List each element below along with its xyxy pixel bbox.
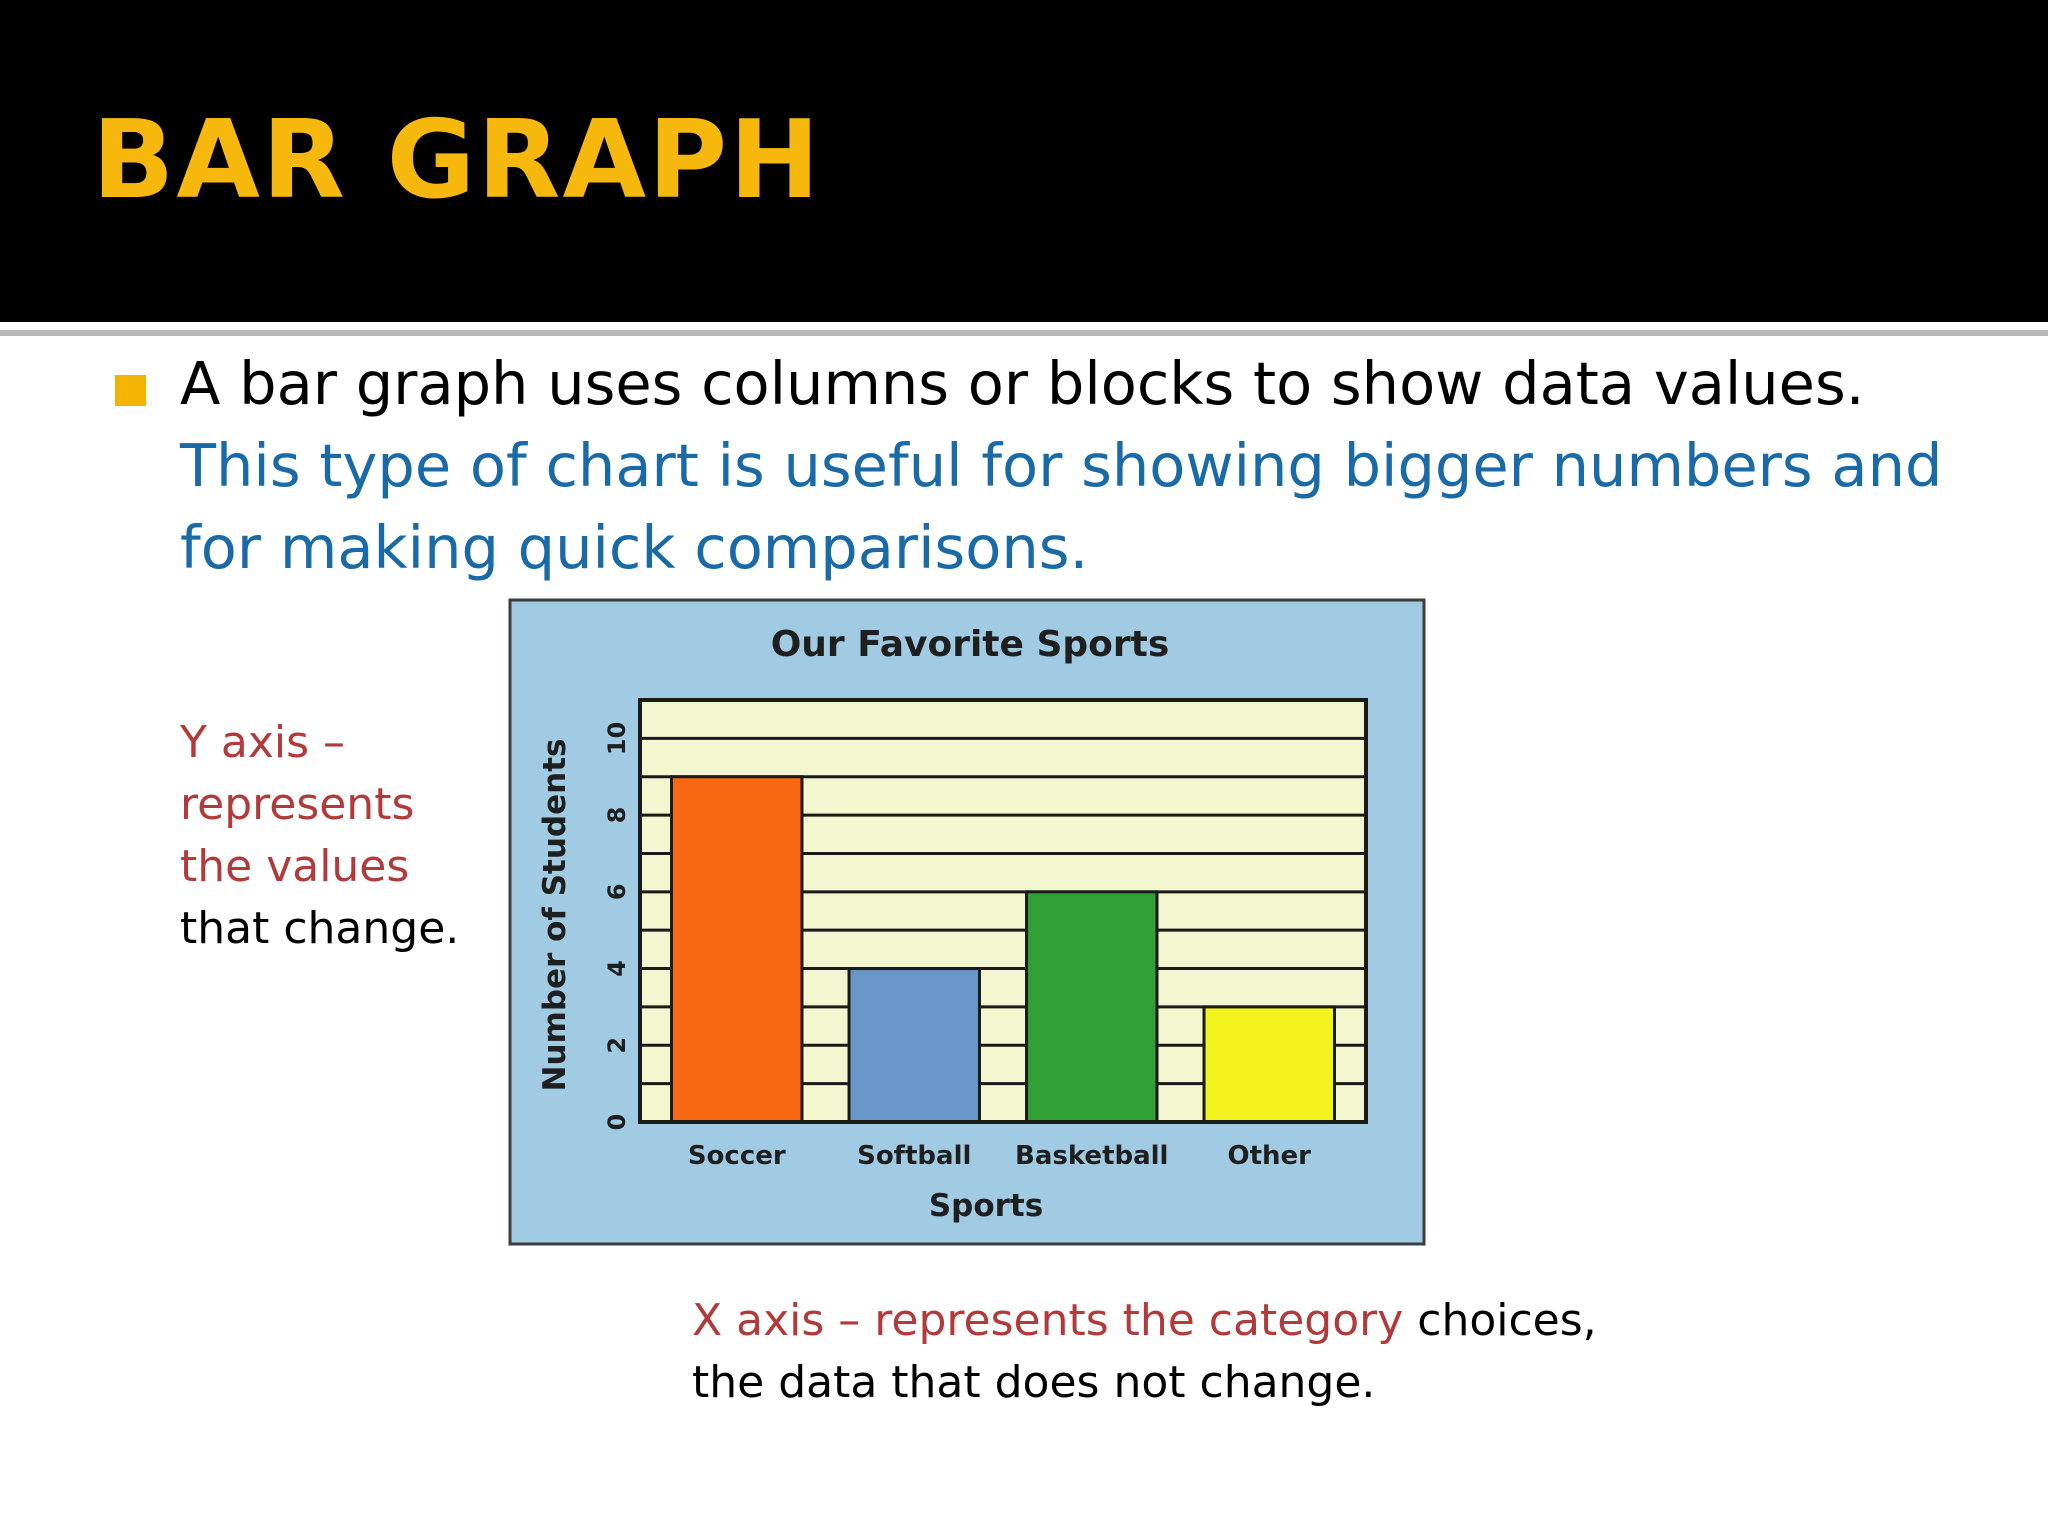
bar-softball [847,967,981,1124]
y-note-line-3: the values [180,841,410,892]
x-tick-label: Other [1228,1141,1312,1171]
plot-border [638,698,1368,1124]
x-category-labels: Soccer Softball Basketball Other [688,1141,1311,1171]
title-divider [0,322,2048,328]
y-tick-labels: 0 2 4 6 8 10 [603,722,631,1131]
y-tick-label: 8 [603,807,631,824]
x-axis-title: Sports [929,1188,1043,1224]
x-note-red: X axis – represents the category [692,1295,1404,1346]
y-axis-title: Number of Students [537,739,573,1092]
y-tick-label: 2 [603,1037,631,1054]
y-tick-label: 0 [603,1114,631,1131]
y-tick-label: 6 [603,883,631,900]
bullet-text-black: A bar graph uses columns or blocks to sh… [180,349,1865,418]
chart-title: Our Favorite Sports [771,624,1170,665]
x-note-line-1: X axis – represents the category choices… [692,1290,1792,1352]
x-tick-label: Basketball [1015,1141,1168,1171]
y-note-line-1: Y axis – [180,717,345,768]
bar-other [1202,1005,1336,1124]
x-note-line-2: the data that does not change. [692,1357,1376,1408]
slide-title: BAR GRAPH [92,98,822,223]
bar-chart: Our Favorite Sports 0 2 4 6 8 10 Soccer Softba… [508,598,1426,1246]
x-tick-label: Soccer [688,1141,786,1171]
bullet-text: A bar graph uses columns or blocks to sh… [180,343,1980,589]
bar-basketball [1025,890,1159,1124]
title-bar [0,0,2048,322]
y-axis-note: Y axis – represents the values that chan… [180,712,480,960]
x-note-black: choices, [1417,1295,1597,1346]
y-note-line-2: represents [180,779,415,830]
y-tick-label: 4 [603,960,631,977]
title-divider-shadow [0,330,2048,336]
bullet-text-blue: This type of chart is useful for showing… [180,431,1943,582]
x-axis-note: X axis – represents the category choices… [692,1290,1792,1414]
x-tick-label: Softball [857,1141,971,1171]
bullet-square-icon [115,375,146,406]
y-note-line-4: that change. [180,903,460,954]
bar-soccer [670,775,804,1124]
y-tick-label: 10 [603,722,631,755]
